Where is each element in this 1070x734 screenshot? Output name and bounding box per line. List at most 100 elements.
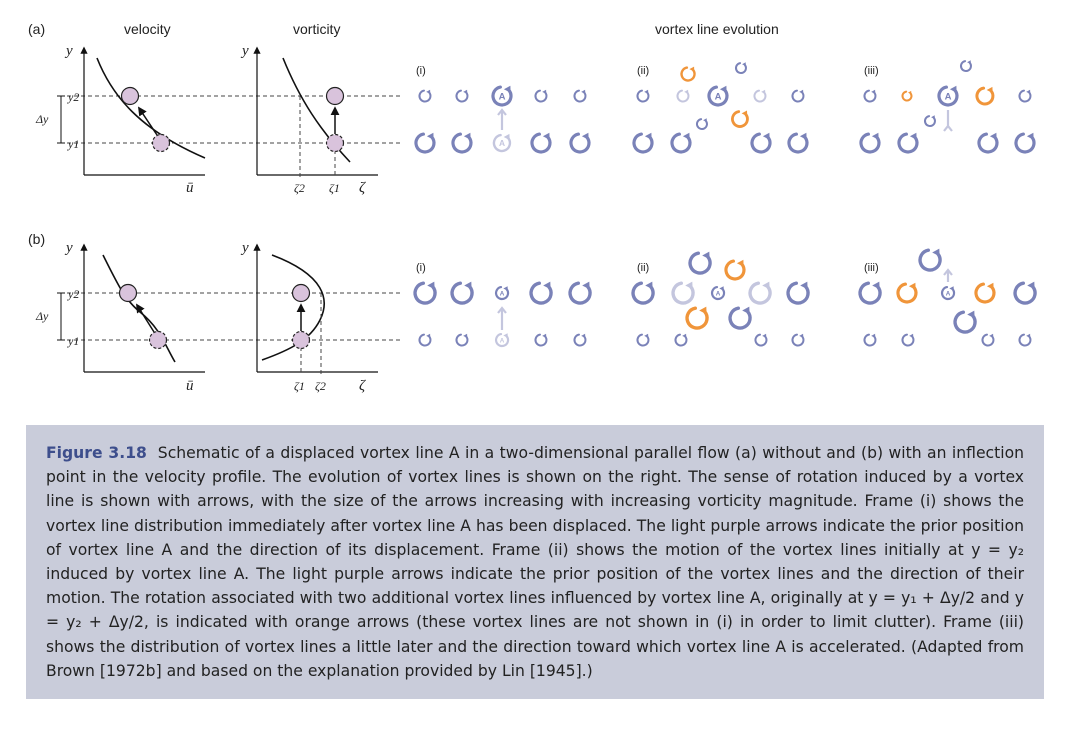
- b-zeta2-tick: ζ2: [315, 379, 326, 393]
- large-vortex-icon: [786, 281, 810, 305]
- prior-vortex-a-icon: A: [494, 333, 510, 348]
- a-zeta2-tick: ζ2: [294, 181, 305, 195]
- orange-vortex-icon: [680, 66, 696, 82]
- displacement-arrow: [943, 268, 953, 282]
- orange-vortex-icon: [974, 282, 996, 304]
- panel-b-label: (b): [28, 231, 45, 247]
- prior-vortex-icon: [676, 89, 690, 103]
- small-vortex-icon: [863, 89, 877, 103]
- vortex-a-icon: A: [937, 85, 959, 107]
- a-u-axis-label: ū: [186, 180, 194, 196]
- b-frame-ii-label: (ii): [637, 262, 649, 274]
- displacement-arrow: [497, 108, 507, 130]
- b-y1-label: y1: [67, 334, 79, 348]
- b-zeta1-tick: ζ1: [294, 379, 305, 393]
- panel-a-plots: y ū Δy y2 y1 y ζ2 ζ1 ζ: [35, 43, 400, 196]
- small-vortex-icon: [791, 333, 805, 347]
- b-vel-y-axis-label: y: [64, 240, 73, 256]
- vortex-a-label: A: [946, 290, 951, 297]
- vortex-a-label: A: [715, 92, 722, 103]
- figure-caption: Figure 3.18 Schematic of a displaced vor…: [26, 425, 1044, 699]
- small-vortex-icon: [1018, 89, 1032, 103]
- large-vortex-icon: [670, 132, 692, 154]
- small-vortex-icon: [1018, 333, 1032, 347]
- small-vortex-icon: [791, 89, 805, 103]
- b-y2-label: y2: [67, 287, 79, 301]
- small-vortex-icon: [455, 333, 469, 347]
- a-frame-ii-label: (ii): [637, 65, 649, 77]
- velocity-title: velocity: [124, 21, 171, 37]
- large-vortex-icon: [414, 132, 436, 154]
- vortex-a-label: A: [945, 92, 952, 103]
- large-vortex-icon: [750, 132, 772, 154]
- vortex-a-icon: A: [491, 85, 513, 107]
- a-y2-label: y2: [67, 90, 79, 104]
- large-vortex-icon: [1013, 281, 1037, 305]
- prior-vortex-a-icon: A: [492, 133, 512, 153]
- evolution-title: vortex line evolution: [655, 21, 779, 37]
- vortex-a-icon: A: [710, 286, 726, 301]
- a-zeta1-tick: ζ1: [329, 181, 340, 195]
- large-vortex-icon: [918, 248, 942, 272]
- vortex-a-label: A: [499, 138, 505, 148]
- vortex-line-glyphs: A A A A A A A A: [413, 60, 1037, 348]
- a-dy-label: Δy: [35, 112, 49, 126]
- large-vortex-icon: [728, 306, 752, 330]
- small-vortex-icon: [923, 115, 936, 127]
- orange-vortex-icon: [901, 90, 913, 102]
- large-vortex-icon: [413, 281, 437, 305]
- small-vortex-icon: [695, 118, 708, 130]
- large-vortex-icon: [977, 132, 999, 154]
- small-vortex-icon: [573, 89, 587, 103]
- large-vortex-icon: [688, 251, 712, 275]
- small-vortex-icon: [863, 333, 877, 347]
- large-vortex-icon: [529, 281, 553, 305]
- orange-vortex-icon: [896, 282, 918, 304]
- small-vortex-icon: [674, 333, 688, 347]
- large-vortex-icon: [451, 132, 473, 154]
- a-vort-y-axis-label: y: [240, 43, 249, 59]
- displacement-arrow: [943, 110, 953, 132]
- small-vortex-icon: [959, 60, 972, 72]
- panel-b-plots: y ū Δy y2 y1 y ζ1 ζ2 ζ: [35, 240, 400, 394]
- a-y1-label: y1: [67, 137, 79, 151]
- large-vortex-icon: [787, 132, 809, 154]
- a-frame-i-label: (i): [416, 65, 426, 77]
- small-vortex-icon: [754, 333, 768, 347]
- prior-vortex-icon: [753, 89, 767, 103]
- prior-vortex-icon: [671, 281, 695, 305]
- orange-vortex-icon: [975, 86, 995, 106]
- small-vortex-icon: [534, 89, 548, 103]
- large-vortex-icon: [897, 132, 919, 154]
- large-vortex-icon: [631, 281, 655, 305]
- caption-text: Schematic of a displaced vortex line A i…: [46, 444, 1024, 680]
- small-vortex-icon: [534, 333, 548, 347]
- b-frame-i-label: (i): [416, 262, 426, 274]
- small-vortex-icon: [418, 333, 432, 347]
- b-zeta-axis-label: ζ: [359, 378, 366, 394]
- large-vortex-icon: [858, 281, 882, 305]
- vortex-a-label: A: [500, 337, 505, 344]
- large-vortex-icon: [450, 281, 474, 305]
- vortex-a-label: A: [716, 290, 721, 297]
- a-zeta-axis-label: ζ: [359, 180, 366, 196]
- b-frame-iii-label: (iii): [864, 262, 879, 274]
- vorticity-title: vorticity: [293, 21, 340, 37]
- small-vortex-icon: [636, 89, 650, 103]
- large-vortex-icon: [953, 310, 977, 334]
- large-vortex-icon: [569, 132, 591, 154]
- orange-vortex-icon: [731, 110, 749, 128]
- vortex-a-label: A: [500, 290, 505, 297]
- displacement-arrow: [497, 306, 507, 330]
- small-vortex-icon: [418, 89, 432, 103]
- figure-graphic: (a) velocity vorticity vortex line evolu…: [28, 21, 1037, 394]
- orange-vortex-icon: [685, 306, 709, 330]
- small-vortex-icon: [573, 333, 587, 347]
- large-vortex-icon: [1014, 132, 1036, 154]
- b-dy-label: Δy: [35, 309, 49, 323]
- b-u-axis-label: ū: [186, 378, 194, 394]
- vortex-a-icon: A: [940, 286, 956, 301]
- small-vortex-icon: [455, 89, 469, 103]
- small-vortex-icon: [734, 62, 747, 74]
- small-vortex-icon: [636, 333, 650, 347]
